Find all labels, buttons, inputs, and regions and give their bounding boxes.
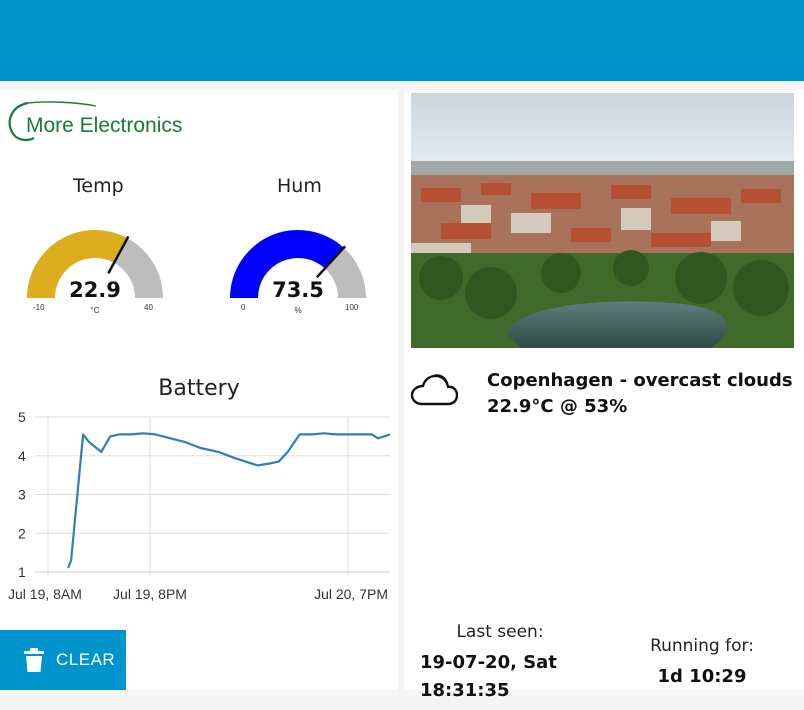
cloud-icon bbox=[410, 374, 458, 406]
last-seen-label: Last seen: bbox=[456, 622, 544, 642]
temp-gauge-value: 22.9 bbox=[69, 278, 121, 302]
y-tick-label: 2 bbox=[18, 525, 26, 541]
hum-gauge-max: 100 bbox=[345, 303, 359, 312]
gauge-needle bbox=[315, 245, 347, 279]
battery-chart-title: Battery bbox=[158, 376, 240, 401]
clear-button-label: CLEAR bbox=[56, 650, 116, 669]
x-tick-label: Jul 20, 7PM bbox=[314, 586, 388, 602]
last-seen-time: 18:31:35 bbox=[420, 680, 510, 701]
gauge-empty-arc bbox=[114, 238, 163, 298]
battery-chart: 1 2 3 4 5 Jul 19, 8AM Jul 19, 8PM Jul 20, 7PM bbox=[8, 409, 391, 602]
y-tick-label: 5 bbox=[18, 409, 26, 425]
top-toolbar bbox=[0, 0, 804, 81]
weather-reading: 22.9°C @ 53% bbox=[487, 396, 628, 417]
temp-gauge-max: 40 bbox=[144, 303, 153, 312]
trash-icon bbox=[24, 648, 44, 672]
hum-gauge-value: 73.5 bbox=[272, 278, 324, 302]
clear-button[interactable]: CLEAR bbox=[0, 630, 126, 690]
temp-gauge-min: -10 bbox=[33, 303, 45, 312]
x-tick-label: Jul 19, 8PM bbox=[113, 586, 187, 602]
running-for-value: 1d 10:29 bbox=[657, 666, 747, 687]
temp-gauge-title: Temp bbox=[73, 175, 124, 197]
gauge-needle bbox=[107, 235, 130, 274]
more-electronics-logo: More Electronics bbox=[8, 101, 182, 142]
y-tick-label: 1 bbox=[18, 564, 26, 580]
hum-gauge-title: Hum bbox=[277, 175, 322, 197]
hum-gauge-min: 0 bbox=[241, 303, 246, 312]
y-tick-label: 3 bbox=[18, 487, 26, 503]
gauge-fill-arc bbox=[27, 230, 128, 298]
hum-gauge bbox=[230, 229, 366, 298]
y-tick-label: 4 bbox=[18, 448, 26, 464]
temp-gauge-unit: °C bbox=[90, 306, 100, 315]
gauge-fill-arc bbox=[230, 229, 344, 298]
battery-series-line bbox=[67, 432, 391, 569]
hum-gauge-unit: % bbox=[294, 306, 302, 315]
weather-city: Copenhagen - overcast clouds bbox=[487, 370, 793, 391]
last-seen-date: 19-07-20, Sat bbox=[420, 652, 557, 673]
running-for-label: Running for: bbox=[650, 636, 754, 656]
city-photo bbox=[411, 93, 794, 348]
x-tick-label: Jul 19, 8AM bbox=[8, 586, 82, 602]
svg-text:More Electronics: More Electronics bbox=[26, 114, 182, 137]
sensor-card bbox=[0, 90, 398, 690]
temp-gauge bbox=[27, 230, 163, 298]
gauge-empty-arc bbox=[324, 247, 366, 298]
